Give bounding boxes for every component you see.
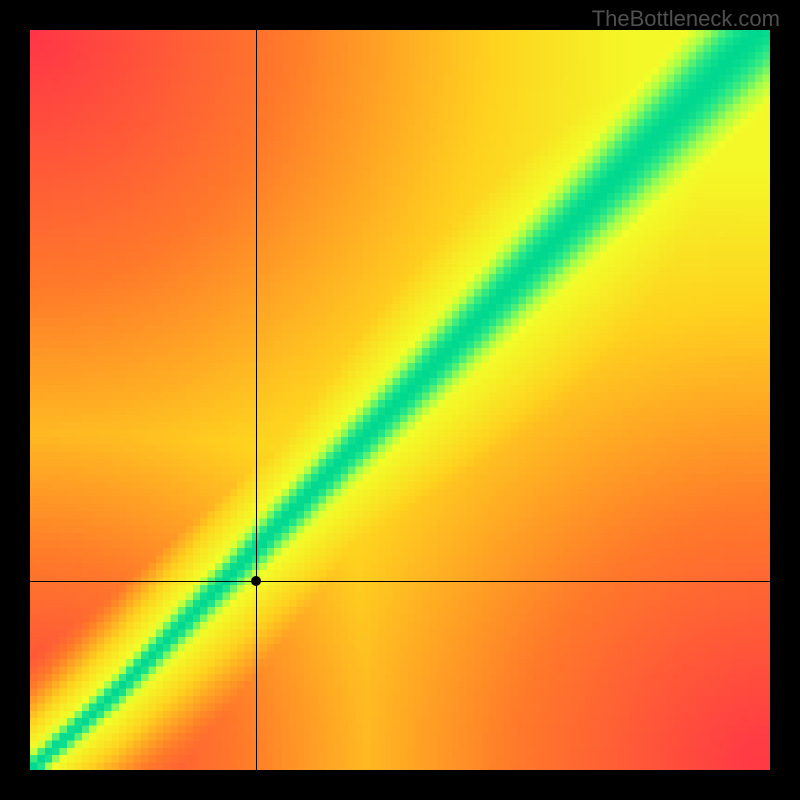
crosshair-marker [251,576,261,586]
crosshair-vertical [256,30,257,770]
crosshair-horizontal [30,581,770,582]
heatmap-plot [30,30,770,770]
watermark-text: TheBottleneck.com [592,6,780,32]
heatmap-canvas [30,30,770,770]
